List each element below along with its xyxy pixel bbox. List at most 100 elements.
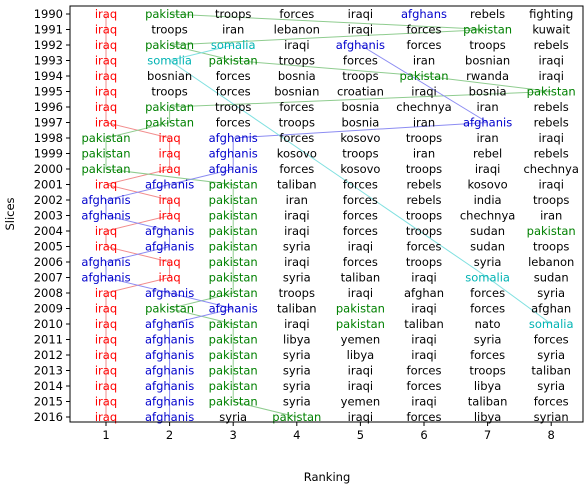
word-cell: syria [219,410,247,424]
word-cell: bosnian [147,69,192,83]
x-tick-label: 8 [548,428,555,442]
word-cell: afghanis [209,302,258,316]
x-tick-label: 6 [420,428,427,442]
pakistan-connector [169,29,488,46]
word-cell: chechnya [523,162,578,176]
word-cell: forces [216,116,251,130]
pakistan-connector [233,60,425,77]
word-cell: pakistan [209,333,258,347]
word-cell: afghan [531,302,571,316]
y-tick-label: 1992 [34,38,63,52]
iraq-connector [105,168,170,185]
word-cell: somalia [211,38,256,52]
afghanis-connector [169,308,234,325]
word-cell: iraq [158,209,180,223]
y-tick-label: 1999 [34,147,63,161]
word-cell: iraq [95,302,117,316]
word-cell: somalia [465,271,510,285]
somalia-connector [487,277,552,325]
word-cell: iraqi [411,302,436,316]
y-tick-label: 1993 [34,54,63,68]
x-tick-label: 1 [102,428,109,442]
y-tick-label: 1990 [34,7,63,21]
word-cell: iran [222,23,244,37]
word-cell: troops [279,116,315,130]
word-cell: iraqi [538,131,563,145]
word-cell: iran [413,116,435,130]
y-tick-label: 2016 [34,410,63,424]
word-cell: pakistan [209,193,258,207]
pakistan-connector [105,122,170,139]
y-tick-label: 2015 [34,395,63,409]
word-cell: afghanis [145,333,194,347]
pakistan-connector [169,13,488,30]
word-cell: iraq [158,162,180,176]
word-cell: nato [475,317,501,331]
word-cell: iraq [95,69,117,83]
x-axis-label: Ranking [304,470,351,484]
word-cell: libya [347,348,375,362]
word-cell: troops [215,7,251,21]
word-cell: taliban [468,395,508,409]
y-tick-label: 2006 [34,255,63,269]
word-cell: troops [406,131,442,145]
word-cell: afghanis [463,116,512,130]
x-axis-ticks: 1 2 3 4 5 6 7 8 [102,422,555,442]
y-tick-label: 1994 [34,69,63,83]
word-cell: sudan [470,240,505,254]
word-cell: pakistan [145,302,194,316]
word-cell: forces [216,85,251,99]
y-tick-label: 2003 [34,209,63,223]
word-cell: pakistan [81,131,130,145]
word-cell: yemen [341,395,380,409]
word-cell: troops [469,38,505,52]
word-cell: iraqi [284,255,309,269]
word-cell: iraqi [411,395,436,409]
word-cell: iraq [95,224,117,238]
word-cell: pakistan [209,54,258,68]
word-cell: iraq [95,348,117,362]
word-cell: iraqi [411,333,436,347]
word-cell: afghanis [145,410,194,424]
somalia-connector [169,44,234,61]
word-cell: chechnya [396,100,451,114]
word-cells: iraq pakistan troops forces iraqi afghans rebe… [81,7,579,424]
word-cell: afghanis [81,271,130,285]
y-tick-label: 2004 [34,224,63,238]
afghanis-connector [105,215,170,232]
word-cell: iraqi [348,286,373,300]
word-cell: forces [470,348,505,362]
word-cell: iraqi [475,162,500,176]
word-cell: forces [470,286,505,300]
word-cell: forces [407,38,442,52]
word-cell: pakistan [527,224,576,238]
word-cell: pakistan [209,178,258,192]
word-cell: troops [406,224,442,238]
afghanis-connector [105,246,170,263]
word-cell: syria [537,379,565,393]
y-axis-label: Slices [3,197,17,230]
word-cell: iraqi [348,23,373,37]
x-tick-label: 3 [230,428,237,442]
word-cell: iraq [95,395,117,409]
word-cell: libya [283,333,311,347]
word-cell: afghanis [145,379,194,393]
word-cell: iraq [95,38,117,52]
word-cell: afghanis [209,147,258,161]
word-cell: afghanis [81,255,130,269]
word-cell: troops [469,364,505,378]
pakistan-connector [233,401,297,418]
word-cell: forces [279,162,314,176]
somalia-connector [169,60,488,278]
word-cell: syria [537,348,565,362]
word-cell: rebels [534,38,569,52]
word-cell: forces [279,131,314,145]
word-cell: troops [406,255,442,269]
word-cell: pakistan [209,348,258,362]
word-cell: iraqi [284,38,309,52]
word-cell: pakistan [463,23,512,37]
word-cell: bosnia [469,85,507,99]
word-cell: rebels [534,116,569,130]
afghanis-connector [360,44,488,123]
